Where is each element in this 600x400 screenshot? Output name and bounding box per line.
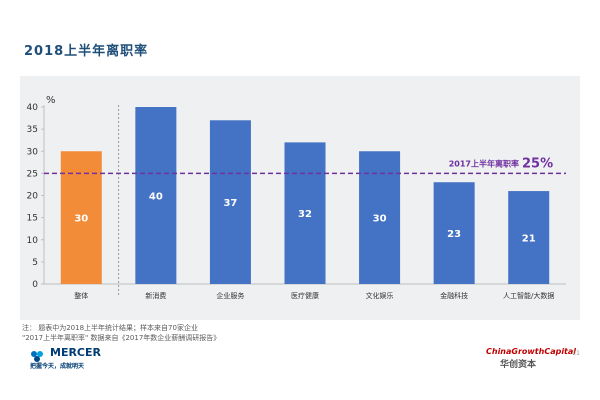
reference-line-value: 25% xyxy=(522,156,553,171)
bar xyxy=(508,191,550,284)
bar-value-label: 40 xyxy=(149,192,163,203)
x-tick-label: 新消费 xyxy=(145,291,166,300)
y-tick-label: 5 xyxy=(32,258,38,268)
footnote-line-2: "2017上半年离职率" 数据来自《2017年数企业薪酬调研报告》 xyxy=(22,334,221,342)
x-tick-label: 金融科技 xyxy=(440,291,468,300)
y-tick-label: 25 xyxy=(27,169,38,179)
y-tick-label: 40 xyxy=(27,103,39,113)
bar xyxy=(284,142,326,284)
y-tick-label: 10 xyxy=(27,236,39,246)
x-tick-label: 医疗健康 xyxy=(291,291,319,300)
page-title: 2018上半年离职率 xyxy=(24,44,149,59)
china-growth-logo: ChinaGrowthCapital xyxy=(486,347,577,356)
bar-value-label: 30 xyxy=(74,214,88,225)
y-tick-label: 15 xyxy=(27,214,38,224)
x-tick-label: 人工智能/大数据 xyxy=(503,291,554,300)
y-tick-label: 35 xyxy=(27,125,38,135)
bar-value-label: 21 xyxy=(522,234,536,245)
mercer-tagline: 把握今天，成就明天 xyxy=(30,363,85,370)
reference-line-label: 2017上半年离职率 xyxy=(449,158,519,168)
x-tick-label: 整体 xyxy=(74,291,88,300)
y-tick-label: 20 xyxy=(27,192,39,202)
footnote-line-1: 注： 题表中为2018上半年统计结果；样本来自70家企业 xyxy=(22,324,198,332)
bar-value-label: 23 xyxy=(447,229,461,240)
china-growth-cn: 华创资本 xyxy=(500,360,537,370)
mercer-logo-icon xyxy=(30,347,48,362)
y-tick-label: 0 xyxy=(32,280,38,290)
y-tick-label: 30 xyxy=(27,147,39,157)
mercer-wordmark: MERCER xyxy=(50,346,101,359)
bar-value-label: 37 xyxy=(223,198,237,209)
bar-value-label: 32 xyxy=(298,209,312,220)
bar xyxy=(135,107,177,284)
bar xyxy=(433,182,475,284)
bar-value-label: 30 xyxy=(373,214,387,225)
x-tick-label: 文化娱乐 xyxy=(366,291,394,300)
y-axis-unit: % xyxy=(46,95,56,106)
bar xyxy=(209,120,251,285)
page-number: 21 xyxy=(572,350,580,357)
x-tick-label: 企业服务 xyxy=(216,291,244,300)
